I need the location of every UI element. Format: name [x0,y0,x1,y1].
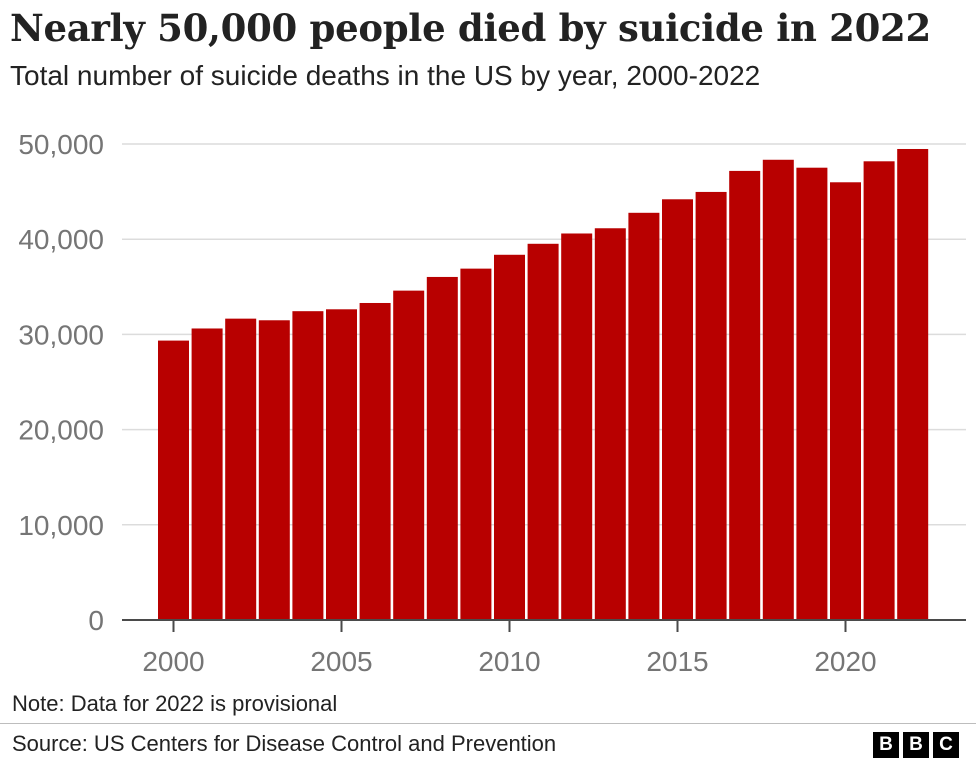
bar-2007 [393,291,424,620]
y-tick-label: 30,000 [18,319,104,350]
y-tick-label: 10,000 [18,510,104,541]
x-tick-label: 2000 [142,646,204,677]
bar-2016 [696,192,727,620]
bar-2008 [427,277,458,620]
x-tick-label: 2015 [646,646,708,677]
chart-note: Note: Data for 2022 is provisional [12,691,337,717]
bar-2014 [628,213,659,620]
bbc-logo-letter: C [933,732,959,758]
bbc-logo: B B C [873,732,959,758]
bbc-logo-letter: B [873,732,899,758]
bar-2013 [595,228,626,620]
bar-2003 [259,320,290,620]
bar-2015 [662,199,693,620]
bar-2001 [192,328,223,620]
chart-source: Source: US Centers for Disease Control a… [12,731,556,757]
x-tick-label: 2020 [814,646,876,677]
y-tick-label: 40,000 [18,224,104,255]
bar-2018 [763,160,794,620]
x-axis-tick-labels: 2000 2005 2010 2015 2020 [142,620,876,677]
bar-2009 [460,269,491,620]
bar-2020 [830,182,861,620]
bar-2019 [796,168,827,620]
y-tick-label: 50,000 [18,129,104,160]
x-tick-label: 2010 [478,646,540,677]
y-tick-label: 0 [88,605,104,636]
bar-2011 [528,244,559,620]
footer-divider [0,723,976,724]
bar-chart: 0 10,000 20,000 30,000 40,000 50,000 2000 2005… [0,0,976,690]
bars [158,149,928,620]
y-axis-tick-labels: 0 10,000 20,000 30,000 40,000 50,000 [18,129,104,636]
bar-2005 [326,309,357,620]
bar-2021 [864,161,895,620]
bar-2004 [292,311,323,620]
bar-2002 [225,319,256,620]
x-tick-label: 2005 [310,646,372,677]
bar-2022 [897,149,928,620]
y-tick-label: 20,000 [18,415,104,446]
bar-2010 [494,255,525,620]
bar-2012 [561,233,592,620]
bar-2017 [729,171,760,620]
bar-2006 [360,303,391,620]
bbc-logo-letter: B [903,732,929,758]
bar-2000 [158,341,189,620]
